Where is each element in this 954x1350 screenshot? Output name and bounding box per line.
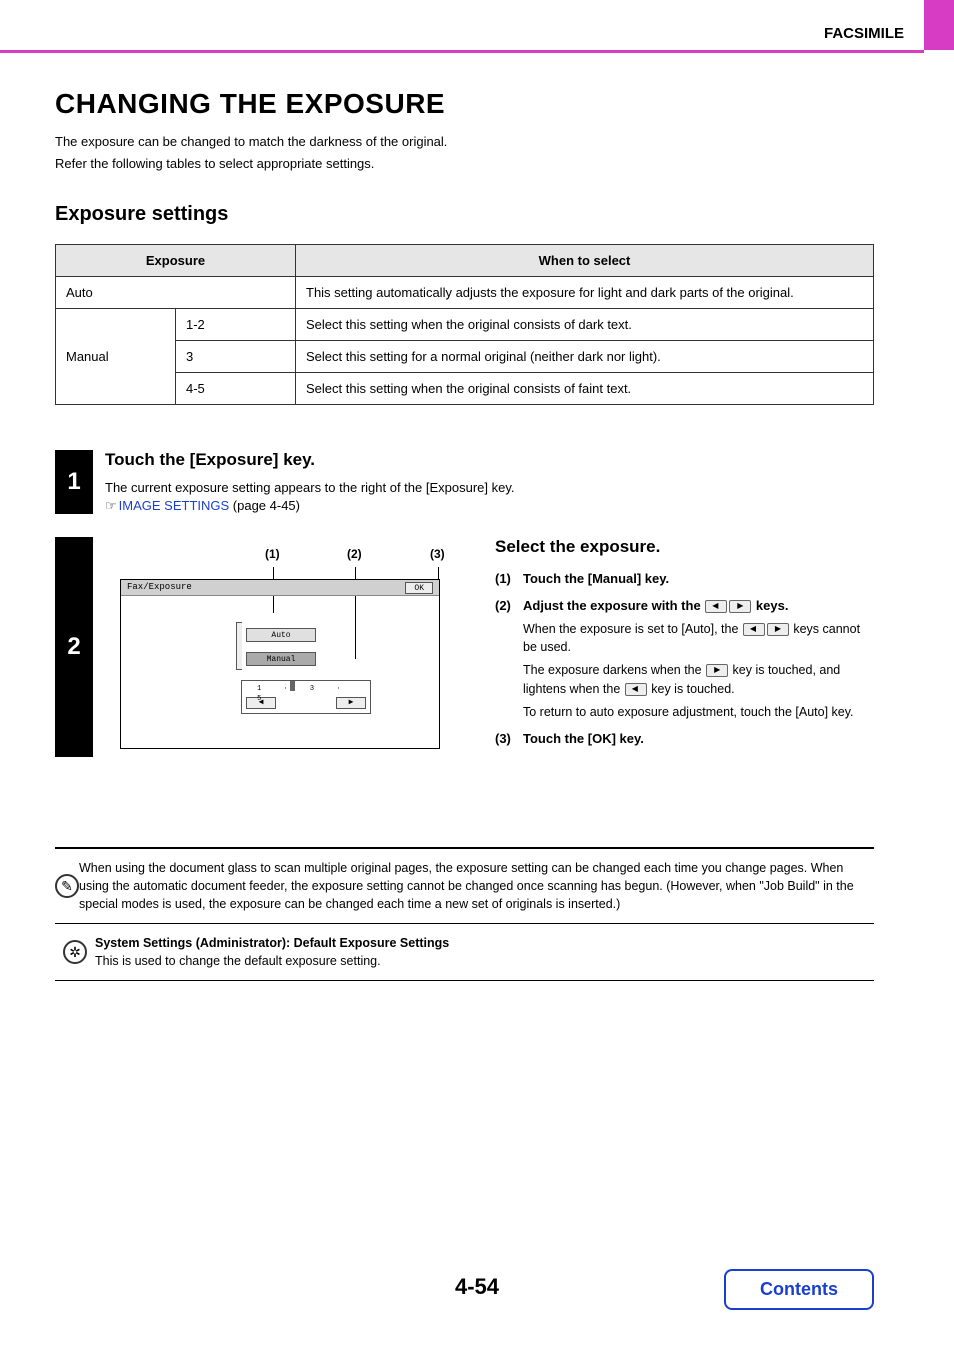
note-1-text: When using the document glass to scan mu… [79,859,874,913]
callout-1: (1) [265,547,280,561]
td-auto-desc: This setting automatically adjusts the e… [296,277,874,309]
td-desc-12: Select this setting when the original co… [296,309,874,341]
panel-right-arrow-button[interactable]: ▶ [336,697,366,709]
panel-ok-button[interactable]: OK [405,582,433,594]
td-desc-3: Select this setting for a normal origina… [296,341,874,373]
instr-2-sub1a: When the exposure is set to [Auto], the [523,622,742,636]
step-2-number: 2 [55,537,93,757]
instr-2-sub2a: The exposure darkens when the [523,663,705,677]
panel-manual-button[interactable]: Manual [246,652,316,666]
right-arrow-key-icon [706,664,728,677]
step-1-number: 1 [55,450,93,514]
th-when: When to select [296,245,874,277]
instr-1-text: Touch the [Manual] key. [523,569,669,589]
instr-3-num: (3) [495,729,523,749]
td-level-45: 4-5 [176,373,296,405]
page-title: CHANGING THE EXPOSURE [55,88,874,120]
left-arrow-key-icon [625,683,647,696]
pencil-icon: ✎ [55,874,79,898]
pointer-icon: ☞ [105,498,117,513]
contents-button[interactable]: Contents [724,1269,874,1310]
intro-line-2: Refer the following tables to select app… [55,154,874,174]
td-manual: Manual [56,309,176,405]
instr-2-sub2c: key is touched. [648,682,735,696]
td-level-3: 3 [176,341,296,373]
callout-2: (2) [347,547,362,561]
slider-thumb[interactable] [290,681,295,691]
callout-3: (3) [430,547,445,561]
td-desc-45: Select this setting when the original co… [296,373,874,405]
note-rule-bottom [55,980,874,981]
step-2: 2 (1) (2) (3) Fax/Exposure OK Auto Manua… [55,537,874,757]
th-exposure: Exposure [56,245,296,277]
step-1: 1 Touch the [Exposure] key. The current … [55,450,874,514]
scale-4: · [325,685,351,693]
instr-2-lead: Adjust the exposure with the [523,598,704,613]
scale-3: 3 [299,685,325,693]
left-arrow-key-icon [705,600,727,613]
note-2-text: This is used to change the default expos… [95,952,449,970]
right-arrow-key-icon [729,600,751,613]
ref-page: (page 4-45) [229,498,300,513]
scale-1: 1 [246,685,272,693]
left-arrow-key-icon [743,623,765,636]
instr-2-num: (2) [495,596,523,721]
note-2: ✲ System Settings (Administrator): Defau… [55,924,874,980]
header-tab [924,0,954,50]
panel-auto-button[interactable]: Auto [246,628,316,642]
intro-line-1: The exposure can be changed to match the… [55,132,874,152]
td-auto: Auto [56,277,296,309]
panel-header-label: Fax/Exposure [127,582,192,592]
exposure-table: Exposure When to select Auto This settin… [55,244,874,405]
step-1-title: Touch the [Exposure] key. [105,450,874,470]
gear-icon: ✲ [63,940,87,964]
note-2-title: System Settings (Administrator): Default… [95,934,449,952]
instr-1-num: (1) [495,569,523,589]
scale-5: 5 [246,695,272,703]
note-1: ✎ When using the document glass to scan … [55,849,874,923]
image-settings-link[interactable]: IMAGE SETTINGS [119,498,230,513]
td-level-12: 1-2 [176,309,296,341]
header-label: FACSIMILE [0,0,924,42]
step-2-title: Select the exposure. [495,537,874,557]
right-arrow-key-icon [767,623,789,636]
section-heading: Exposure settings [55,203,874,226]
instr-2-sub3: To return to auto exposure adjustment, t… [523,703,874,722]
touch-panel-illustration: Fax/Exposure OK Auto Manual 1·3·5 ◀ ▶ [120,579,440,749]
step-1-text: The current exposure setting appears to … [105,478,874,498]
panel-tab [236,622,242,670]
instr-2-tail: keys. [752,598,788,613]
instr-3-text: Touch the [OK] key. [523,729,644,749]
